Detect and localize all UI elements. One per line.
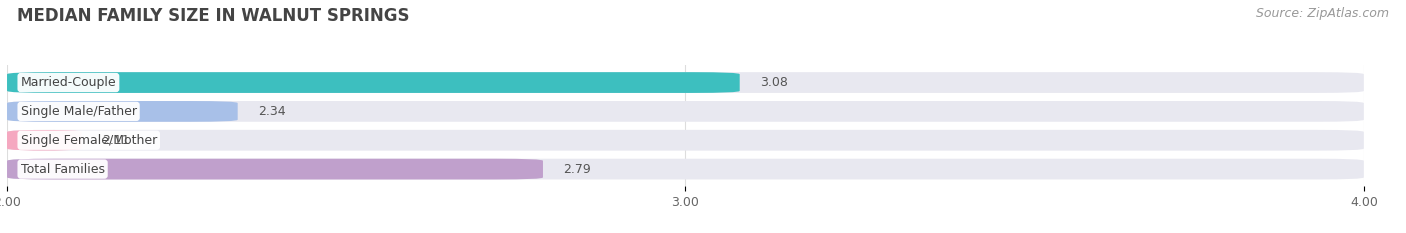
FancyBboxPatch shape — [7, 159, 1364, 179]
FancyBboxPatch shape — [7, 101, 1364, 122]
Text: Single Female/Mother: Single Female/Mother — [21, 134, 157, 147]
FancyBboxPatch shape — [7, 130, 1364, 151]
FancyBboxPatch shape — [7, 130, 82, 151]
Text: 2.11: 2.11 — [103, 134, 129, 147]
Text: Source: ZipAtlas.com: Source: ZipAtlas.com — [1256, 7, 1389, 20]
FancyBboxPatch shape — [7, 159, 543, 179]
Text: Total Families: Total Families — [21, 163, 104, 176]
Text: 3.08: 3.08 — [761, 76, 787, 89]
Text: 2.79: 2.79 — [564, 163, 591, 176]
Text: Married-Couple: Married-Couple — [21, 76, 117, 89]
Text: 2.34: 2.34 — [259, 105, 285, 118]
FancyBboxPatch shape — [7, 101, 238, 122]
Text: MEDIAN FAMILY SIZE IN WALNUT SPRINGS: MEDIAN FAMILY SIZE IN WALNUT SPRINGS — [17, 7, 409, 25]
FancyBboxPatch shape — [7, 72, 740, 93]
Text: Single Male/Father: Single Male/Father — [21, 105, 136, 118]
FancyBboxPatch shape — [7, 72, 1364, 93]
